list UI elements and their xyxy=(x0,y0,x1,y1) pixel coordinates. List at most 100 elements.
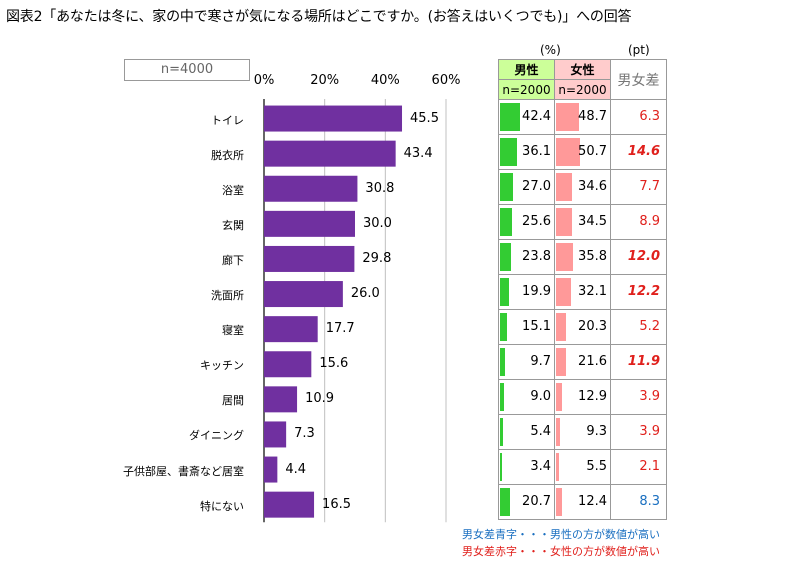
diff-value: 8.3 xyxy=(639,494,660,509)
sample-size-box: n=4000 xyxy=(124,59,250,81)
male-bar xyxy=(500,243,512,271)
female-value: 50.7 xyxy=(578,144,607,159)
diff-cell: 3.9 xyxy=(610,379,667,415)
female-cell: 32.1 xyxy=(554,274,611,310)
value-label: 45.5 xyxy=(410,110,439,126)
female-bar xyxy=(556,313,566,341)
table-row: 23.8 35.8 12.0 xyxy=(498,239,667,275)
value-label: 15.6 xyxy=(319,356,349,372)
table-row: 5.4 9.3 3.9 xyxy=(498,414,667,450)
diff-value: 5.2 xyxy=(639,319,660,334)
value-label: 10.9 xyxy=(305,391,335,407)
female-bar xyxy=(556,243,573,271)
category-label: 玄関 xyxy=(222,218,244,232)
value-label: 4.4 xyxy=(285,461,307,477)
diff-value: 11.9 xyxy=(627,354,660,369)
value-label: 17.7 xyxy=(325,321,355,337)
bar xyxy=(264,456,278,483)
diff-cell: 8.3 xyxy=(610,484,667,520)
female-value: 12.4 xyxy=(578,494,607,509)
bar-chart xyxy=(263,99,447,523)
female-cell: 20.3 xyxy=(554,309,611,345)
male-cell: 25.6 xyxy=(498,204,555,240)
female-cell: 21.6 xyxy=(554,344,611,380)
value-label: 43.4 xyxy=(403,145,433,161)
percent-unit-label: (%) xyxy=(540,43,561,57)
female-bar xyxy=(556,278,572,306)
x-tick-label: 40% xyxy=(370,73,400,88)
pt-unit-label: (pt) xyxy=(628,43,650,57)
category-label: 子供部屋、書斎など居室 xyxy=(123,464,244,478)
diff-header: 男女差 xyxy=(610,59,667,100)
female-value: 12.9 xyxy=(578,389,607,404)
female-value: 20.3 xyxy=(578,319,607,334)
x-tick-label: 20% xyxy=(310,73,340,88)
table-row: 15.1 20.3 5.2 xyxy=(498,309,667,345)
female-bar xyxy=(556,103,579,131)
female-bar xyxy=(556,208,573,236)
diff-cell: 5.2 xyxy=(610,309,667,345)
female-cell: 12.4 xyxy=(554,484,611,520)
male-cell: 23.8 xyxy=(498,239,555,275)
diff-value: 6.3 xyxy=(639,109,660,124)
male-bar xyxy=(500,313,508,341)
category-label: 脱衣所 xyxy=(211,148,244,162)
category-label: 洗面所 xyxy=(211,289,244,303)
female-bar xyxy=(556,173,573,201)
value-label: 16.5 xyxy=(322,496,351,512)
diff-value: 2.1 xyxy=(639,459,660,474)
category-label: キッチン xyxy=(200,359,244,373)
female-cell: 9.3 xyxy=(554,414,611,450)
female-cell: 5.5 xyxy=(554,449,611,485)
bar xyxy=(264,386,298,413)
category-label: 特にない xyxy=(200,499,244,513)
bar xyxy=(264,281,343,308)
male-cell: 20.7 xyxy=(498,484,555,520)
female-cell: 34.5 xyxy=(554,204,611,240)
male-bar xyxy=(500,173,513,201)
diff-cell: 7.7 xyxy=(610,169,667,205)
chart-title: 図表2「あなたは冬に、家の中で寒さが気になる場所はどこですか。(お答えはいくつで… xyxy=(6,9,632,25)
male-n: n=2000 xyxy=(498,79,555,100)
male-cell: 9.0 xyxy=(498,379,555,415)
male-cell: 9.7 xyxy=(498,344,555,380)
bar xyxy=(264,245,355,272)
female-value: 5.5 xyxy=(586,459,607,474)
bar xyxy=(264,351,312,378)
bar xyxy=(264,316,318,343)
female-n: n=2000 xyxy=(554,79,611,100)
female-value: 48.7 xyxy=(578,109,607,124)
male-cell: 19.9 xyxy=(498,274,555,310)
value-label: 30.8 xyxy=(365,180,395,196)
table-row: 3.4 5.5 2.1 xyxy=(498,449,667,485)
diff-cell: 3.9 xyxy=(610,414,667,450)
gender-table: 男性 女性 男女差 n=2000 n=2000 42.4 48.7 6.3 36.1 5… xyxy=(498,59,667,520)
bar xyxy=(264,140,396,167)
male-bar xyxy=(500,488,510,516)
female-bar xyxy=(556,418,561,446)
table-row: 27.0 34.6 7.7 xyxy=(498,169,667,205)
category-label: 居間 xyxy=(222,394,244,408)
male-value: 25.6 xyxy=(522,214,551,229)
male-bar xyxy=(500,348,505,376)
male-value: 20.7 xyxy=(522,494,551,509)
diff-value: 3.9 xyxy=(639,424,660,439)
table-row: 42.4 48.7 6.3 xyxy=(498,99,667,135)
category-label: 廊下 xyxy=(222,253,244,267)
bar xyxy=(264,210,355,237)
male-value: 5.4 xyxy=(530,424,551,439)
diff-cell: 6.3 xyxy=(610,99,667,135)
female-value: 21.6 xyxy=(578,354,607,369)
male-value: 15.1 xyxy=(522,319,551,334)
diff-value: 12.2 xyxy=(627,284,660,299)
diff-cell: 11.9 xyxy=(610,344,667,380)
category-label: 寝室 xyxy=(222,324,244,338)
x-tick-label: 0% xyxy=(253,73,275,88)
male-value: 9.7 xyxy=(530,354,551,369)
female-value: 32.1 xyxy=(578,284,607,299)
male-cell: 27.0 xyxy=(498,169,555,205)
bar xyxy=(264,421,287,448)
diff-value: 8.9 xyxy=(639,214,660,229)
value-label: 7.3 xyxy=(294,426,315,442)
female-cell: 34.6 xyxy=(554,169,611,205)
